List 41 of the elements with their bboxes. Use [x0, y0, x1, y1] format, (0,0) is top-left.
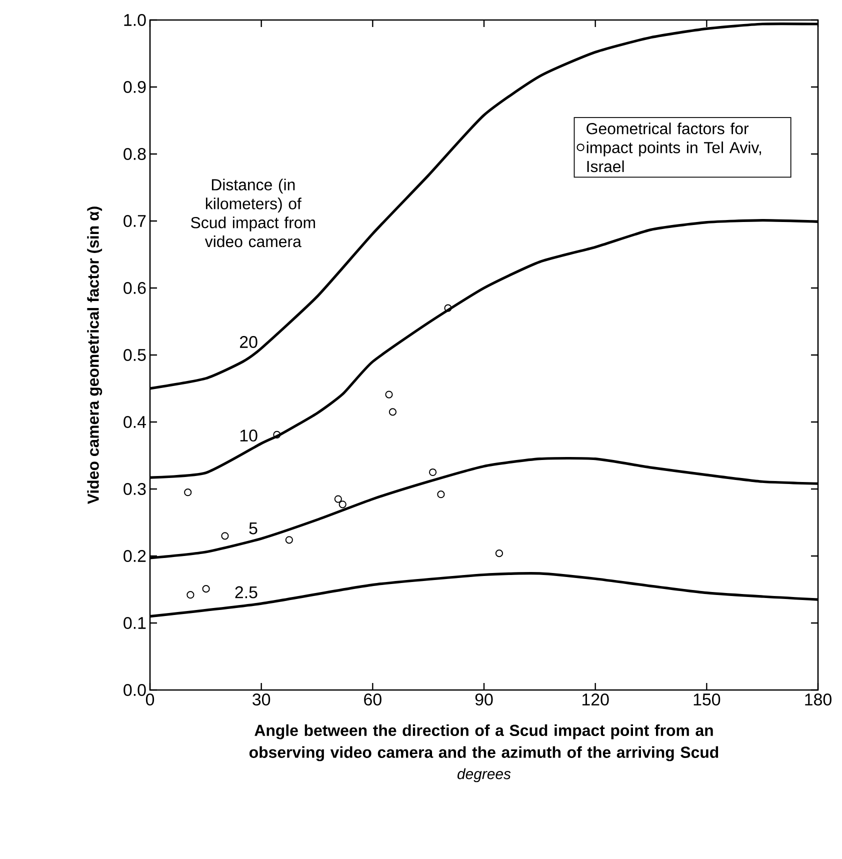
y-tick-label: 0.9 — [124, 80, 146, 93]
x-axis-title: Angle between the direction of a Scud impact point from an observing video camera and the azimuth of the arriving Scud — [249, 724, 718, 762]
point — [495, 550, 504, 558]
x-tick-label: 0 — [146, 694, 154, 706]
series-label: 2.5 — [235, 586, 258, 598]
point — [388, 408, 397, 416]
y-tick-label: 0.1 — [124, 616, 146, 629]
y-tick-label: 0.7 — [124, 214, 146, 227]
y-tick-label: 0.5 — [124, 348, 146, 361]
y-tick-label: 1.0 — [124, 14, 146, 26]
point — [334, 495, 342, 503]
point — [202, 585, 210, 593]
point — [186, 591, 194, 599]
point — [285, 536, 293, 544]
y-tick-label: 0.8 — [124, 148, 146, 160]
y-tick-label: 0.4 — [124, 416, 146, 428]
x-tick-label: 30 — [252, 694, 270, 706]
point — [428, 468, 437, 476]
x-tick-label: 60 — [364, 694, 382, 706]
annotation: Distance (in kilometers) of Scud impact from video camera — [190, 178, 315, 248]
y-tick-label: 0.3 — [124, 482, 146, 495]
point — [338, 500, 346, 508]
y-tick-label: 0.0 — [124, 684, 146, 696]
x-tick-label: 150 — [694, 694, 720, 706]
x-tick-label: 90 — [475, 694, 493, 706]
series-label: 5 — [249, 522, 258, 534]
point — [385, 390, 393, 398]
point — [221, 532, 229, 540]
y-tick-label: 0.2 — [124, 550, 146, 562]
y-axis-title: Video camera geometrical factor (sin α) — [87, 206, 102, 504]
x-tick-label: 180 — [805, 694, 832, 706]
point — [444, 304, 452, 312]
point — [273, 430, 281, 439]
y-tick-label: 0.6 — [124, 282, 146, 294]
point — [184, 488, 192, 496]
text: degrees — [458, 768, 511, 782]
series-label: 10 — [240, 430, 258, 442]
point — [437, 490, 445, 498]
legend-label: Geometrical factors for impact points in Tel Aviv, Israel — [586, 122, 761, 172]
x-tick-label: 120 — [582, 694, 609, 706]
series-label: 20 — [240, 336, 258, 348]
